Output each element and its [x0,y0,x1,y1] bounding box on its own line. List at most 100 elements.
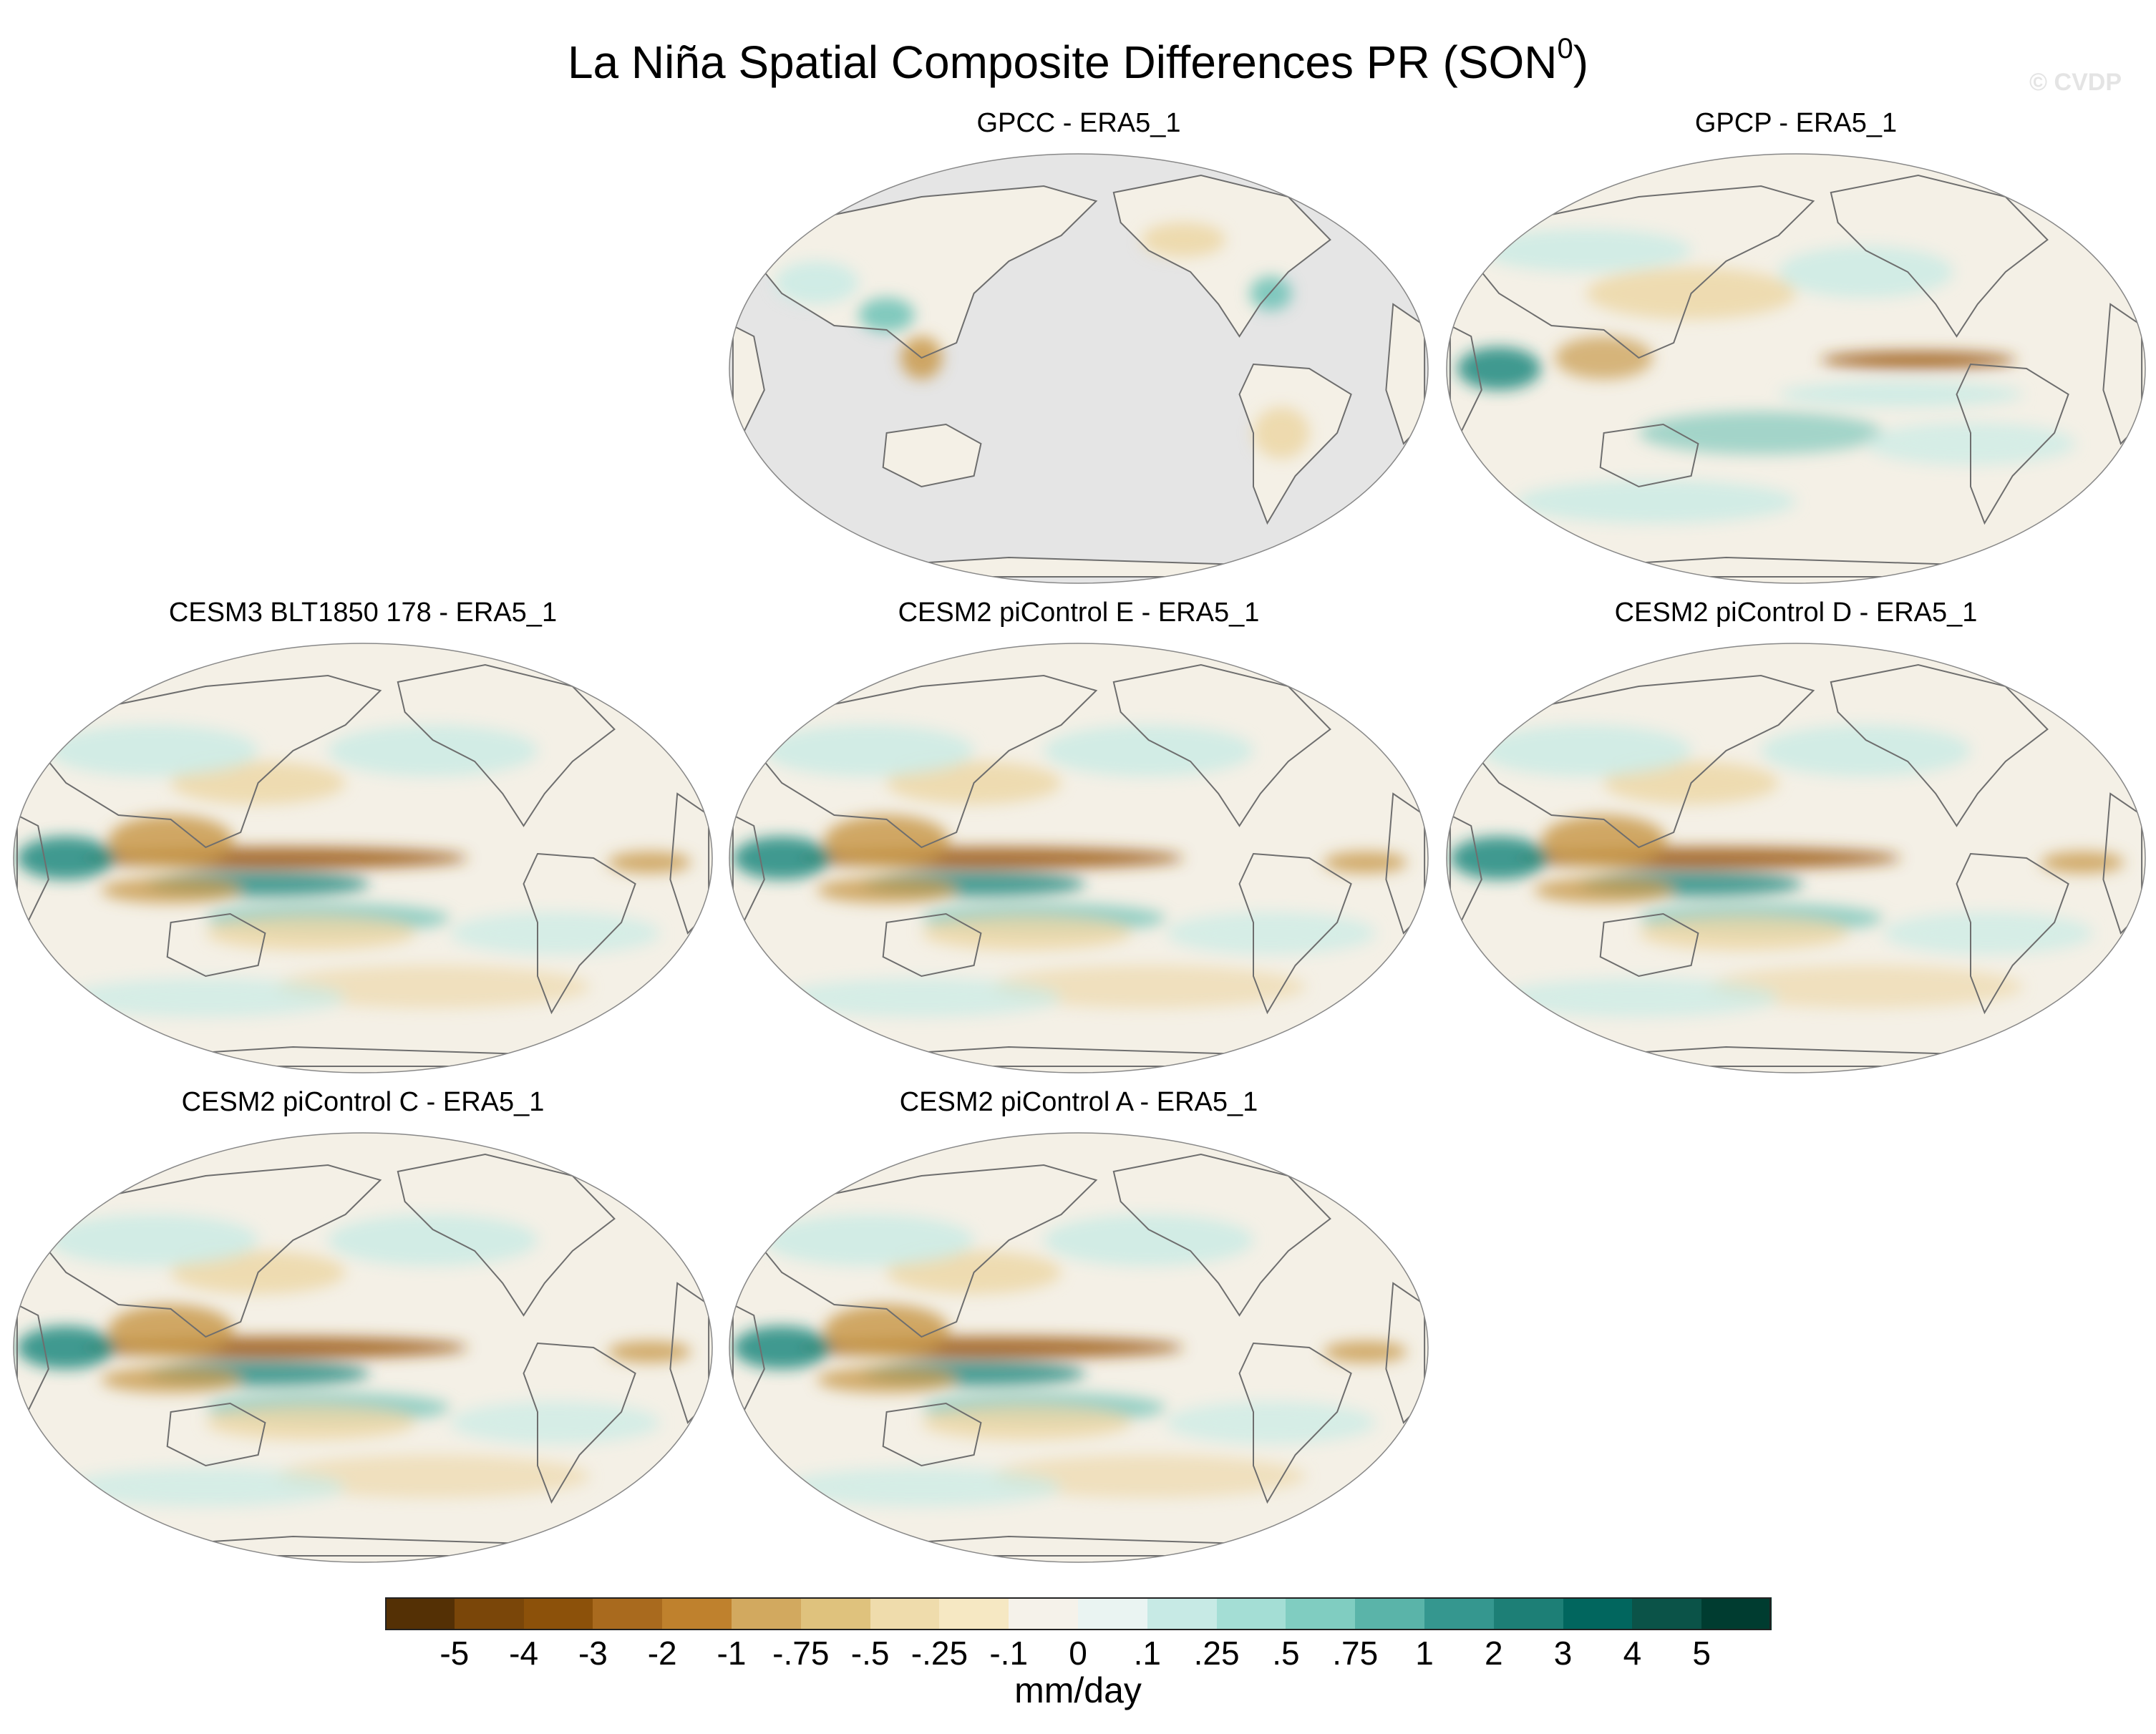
coastline [397,1153,616,1317]
anomaly-patch [1323,852,1407,873]
anomaly-patch [732,837,831,880]
anomaly-patch [1761,725,1971,776]
anomaly-patches [1450,725,2125,1017]
anomaly-patch [107,815,234,867]
panel-title: CESM2 piControl C - ERA5_1 [181,1087,545,1117]
colorbar-tick-label: .5 [1272,1635,1300,1672]
anomaly-patches [732,1214,1407,1506]
figure-title: La Niña Spatial Composite Differences PR… [567,33,1589,88]
map-field [729,154,1428,583]
panel-title: CESM3 BLT1850 178 - ERA5_1 [168,598,558,628]
anomaly-patch [1638,411,1883,454]
coastline [1462,674,1815,849]
map-panel-cesm2-picontrol-a: CESM2 piControl A - ERA5_1 [724,1086,1433,1573]
anomaly-patch [1638,916,1849,950]
anomaly-patch [1778,246,1953,298]
colorbar-swatch [870,1597,941,1630]
colorbar-swatch [1078,1597,1148,1630]
anomaly-patch [1044,725,1253,776]
anomaly-patch [275,1455,591,1498]
anomaly-patch [205,916,416,950]
colorbar-tick-label: -5 [440,1635,470,1672]
coastline [29,674,382,849]
anomaly-patch [1450,837,1548,880]
land-anomalies [774,223,1310,459]
anomaly-patch [1820,351,2016,369]
coastline [1112,663,1331,827]
colorbar-swatch [1563,1597,1633,1630]
map-border [13,1132,713,1563]
anomaly-patch [991,965,1306,1008]
colorbar-swatch [1701,1597,1772,1630]
colorbar-tick-label: .25 [1193,1635,1240,1672]
anomaly-patch [1516,480,1796,523]
map-canvas [1446,153,2146,584]
map-canvas [729,153,1429,584]
anomaly-patch [205,1406,416,1440]
map-canvas [1446,643,2146,1073]
anomaly-patch [1499,978,1779,1017]
colorbar-swatch [1216,1597,1287,1630]
anomaly-patch [66,978,346,1017]
map-field [14,1133,712,1562]
colorbar-tick-label: -.1 [989,1635,1029,1672]
coastline [1112,1153,1331,1317]
colorbar-swatch [800,1597,871,1630]
map-panel-gpcc: GPCC - ERA5_1 [724,107,1433,594]
colorbar-swatch [1286,1597,1356,1630]
colorbar-tick-label: -.25 [911,1635,968,1672]
map-border [729,643,1429,1073]
map-canvas [13,643,713,1073]
map-border [729,1132,1429,1563]
coastline [1956,852,2069,1015]
coastline [882,1402,982,1467]
anomaly-patch [607,1341,691,1363]
anomaly-patches [16,725,691,1017]
coastline [523,852,636,1015]
map-field [729,1133,1428,1562]
anomaly-patch [607,852,691,873]
coastline [882,912,982,978]
map-field [729,643,1428,1073]
colorbar-swatch [385,1597,455,1630]
anomaly-patch [1778,381,2024,407]
colorbar-swatch [1147,1597,1218,1630]
anomaly-patch [774,261,859,304]
anomaly-patch [1457,347,1541,390]
anomaly-patch [991,1455,1306,1498]
anomaly-patch [858,298,915,332]
colorbar-tick-label: -4 [509,1635,539,1672]
colorbar-tick-label: 2 [1485,1635,1503,1672]
coastline [1112,174,1331,338]
colorbar-tick-label: -2 [647,1635,677,1672]
anomaly-patch [101,1367,241,1393]
map-panel-gpcp: GPCP - ERA5_1 [1442,107,2150,594]
land-anomaly-area [1113,175,1331,336]
anomaly-patch [1166,912,1376,955]
colorbar-outline [385,1597,1771,1630]
map-canvas [729,1132,1429,1563]
coastline [1830,174,2049,338]
coastline [882,423,982,488]
panel-title: CESM2 piControl E - ERA5_1 [898,598,1260,628]
colorbar-tick-label: -1 [717,1635,747,1672]
map-panel-cesm3-blt1850: CESM3 BLT1850 178 - ERA5_1 [9,597,717,1083]
panel-title: CESM2 piControl A - ERA5_1 [899,1087,1258,1117]
panel-title: GPCP - ERA5_1 [1694,108,1898,138]
anomaly-patch [48,1214,258,1266]
colorbar-swatch [593,1597,664,1630]
anomaly-patch [1481,229,1691,272]
anomaly-patch [921,1406,1132,1440]
coastline [1956,363,2069,525]
anomaly-patch [1044,1214,1253,1266]
colorbar-tick-label: -.5 [850,1635,890,1672]
land-anomaly-area [747,186,1097,358]
colorbar-swatch [939,1597,1010,1630]
cvdp-watermark: © CVDP [2029,69,2122,96]
panel-title: CESM2 piControl D - ERA5_1 [1614,598,1978,628]
colorbar-swatch [454,1597,525,1630]
map-border [1446,153,2146,584]
coastline [1599,423,1699,488]
coastline [745,185,1098,359]
coastline [745,1164,1098,1338]
